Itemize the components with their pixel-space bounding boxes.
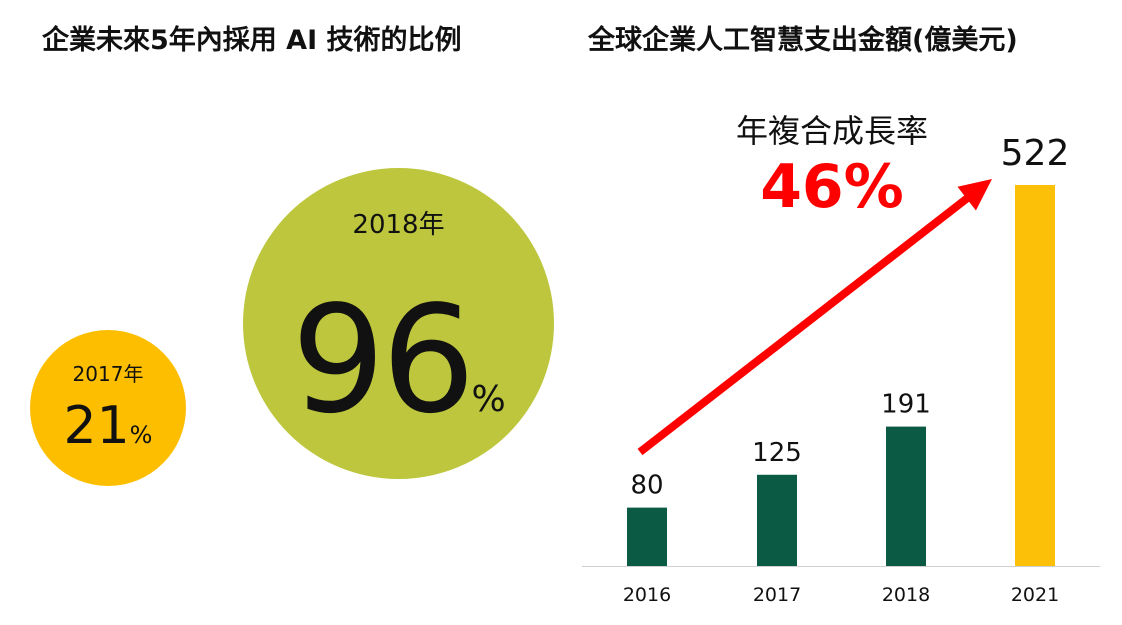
bubble-2017-unit: %	[129, 421, 153, 449]
category-label-2017: 2017	[753, 584, 801, 606]
value-label-2018: 191	[881, 390, 931, 420]
category-label-2021: 2021	[1011, 584, 1059, 606]
bubble-2018-number: 96	[291, 274, 475, 446]
value-label-2021: 522	[1001, 133, 1070, 174]
category-label-2016: 2016	[623, 584, 671, 606]
bar-2017	[757, 474, 797, 566]
bubble-2018: 2018年 96%	[243, 168, 554, 479]
bubble-2017-value: 21%	[30, 400, 186, 452]
bubble-2017: 2017年 21%	[30, 330, 186, 486]
growth-arrow-head	[957, 179, 992, 211]
value-label-2016: 80	[630, 471, 663, 501]
bubble-2018-year-label: 2018年	[352, 210, 445, 240]
cagr-label: 年複合成長率	[736, 112, 928, 150]
bubble-2018-unit: %	[471, 379, 506, 420]
chart-title: 全球企業人工智慧支出金額(億美元)	[588, 25, 1018, 56]
bar-2021	[1015, 185, 1055, 566]
cagr-value: 46%	[760, 152, 904, 222]
category-label-2018: 2018	[882, 584, 930, 606]
bar-2018	[886, 426, 926, 566]
bubble-2017-year-label: 2017年	[72, 362, 144, 386]
bubble-2018-value: 96%	[243, 286, 554, 434]
left-panel-title: 企業未來5年內採用 AI 技術的比例	[42, 25, 462, 56]
value-label-2017: 125	[752, 438, 802, 468]
spending-bar-chart: 80 2016 125 2017 191 2018 522 2021 年複合成長率 46%	[582, 112, 1100, 606]
bubble-2017-number: 21	[63, 396, 130, 456]
bar-2016	[627, 507, 667, 566]
growth-arrow-shaft	[637, 194, 971, 456]
